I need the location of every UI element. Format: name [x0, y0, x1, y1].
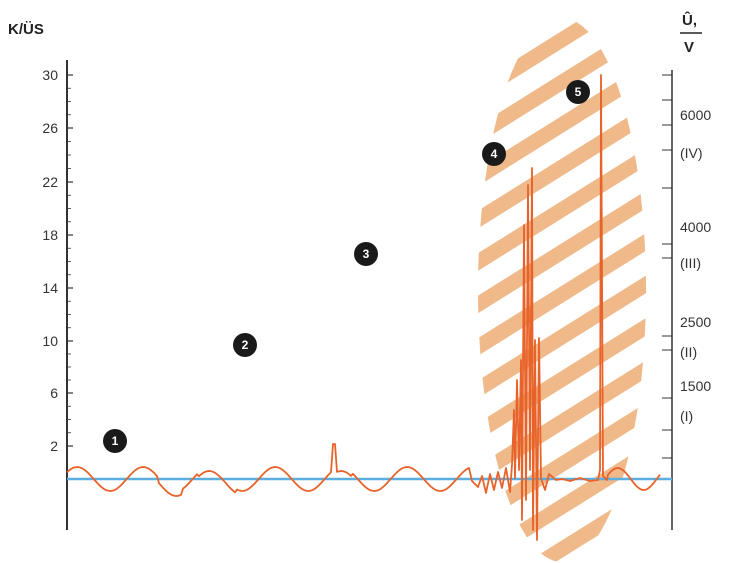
right-axis-level-category: (I) — [680, 408, 693, 424]
left-axis-tick-label: 22 — [42, 174, 58, 190]
left-axis-tick-label: 18 — [42, 227, 58, 243]
right-axis-level-category: (II) — [680, 344, 697, 360]
left-axis-tick-label: 2 — [50, 438, 58, 454]
right-axis-unit-top: Û, — [682, 11, 697, 29]
marker-number: 4 — [491, 147, 498, 161]
marker-4: 4 — [482, 142, 506, 166]
right-axis-level-value: 2500 — [680, 314, 711, 330]
right-axis-unit-bottom: V — [684, 39, 694, 56]
left-axis-tick-label: 6 — [50, 385, 58, 401]
voltage-signal-line — [66, 74, 661, 541]
marker-number: 5 — [575, 85, 582, 99]
right-axis-level-value: 1500 — [680, 378, 711, 394]
left-axis-tick-label: 26 — [42, 120, 58, 136]
right-axis-level-category: (IV) — [680, 145, 703, 161]
marker-circle — [233, 333, 257, 357]
marker-1: 1 — [103, 429, 127, 453]
left-axis-tick-label: 14 — [42, 280, 58, 296]
marker-circle — [566, 80, 590, 104]
left-axis-ticks: 30 26 22 18 14 10 6 2 — [42, 67, 73, 454]
marker-number: 1 — [112, 434, 119, 448]
marker-5: 5 — [566, 80, 590, 104]
marker-circle — [103, 429, 127, 453]
right-axis-ticks — [662, 74, 672, 459]
right-axis-level-labels: 6000 (IV) 4000 (III) 2500 (II) 1500 (I) — [680, 107, 711, 424]
right-axis-level-category: (III) — [680, 255, 701, 271]
event-markers: 1 2 3 4 5 — [103, 80, 590, 453]
right-axis-level-value: 6000 — [680, 107, 711, 123]
right-axis-level-value: 4000 — [680, 219, 711, 235]
left-axis-tick-label: 30 — [42, 67, 58, 83]
marker-circle — [354, 242, 378, 266]
marker-3: 3 — [354, 242, 378, 266]
marker-2: 2 — [233, 333, 257, 357]
left-axis-tick-label: 10 — [42, 333, 58, 349]
left-axis-unit-label: K/ÜS — [8, 21, 44, 38]
marker-number: 2 — [242, 338, 249, 352]
marker-circle — [482, 142, 506, 166]
marker-number: 3 — [363, 247, 370, 261]
